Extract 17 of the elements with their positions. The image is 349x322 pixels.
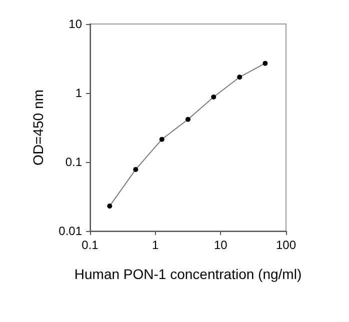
x-tick-label: 100 [276,238,296,252]
point [159,136,164,142]
y-tick-label: 10 [68,17,82,31]
y-axis-title: OD=450 nm [30,90,46,166]
point [237,74,242,80]
y-tick-label: 0.1 [65,155,82,169]
point [262,60,268,66]
x-axis-title: Human PON-1 concentration (ng/ml) [74,266,302,282]
point [107,204,112,209]
point [133,166,138,172]
point [185,116,190,122]
x-tick-label: 1 [152,238,159,252]
y-tick-label: 1 [75,86,82,100]
y-tick-label: 0.01 [58,224,82,238]
x-tick-label: 10 [214,238,228,252]
point [211,94,216,100]
x-tick-label: 0.1 [82,238,99,252]
